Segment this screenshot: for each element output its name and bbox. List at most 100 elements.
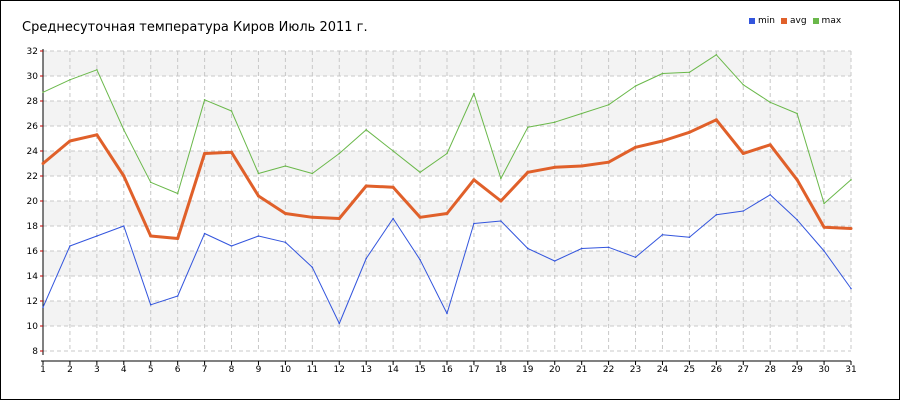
- x-tick-label: 17: [468, 365, 479, 375]
- x-tick-label: 9: [256, 365, 262, 375]
- data-point-min: [42, 306, 44, 309]
- data-point-min: [473, 222, 475, 225]
- data-point-avg: [256, 194, 260, 198]
- data-point-min: [823, 250, 825, 252]
- data-point-avg: [714, 118, 718, 122]
- data-point-max: [176, 192, 179, 195]
- data-point-min: [392, 217, 394, 220]
- data-point-max: [580, 112, 583, 115]
- data-point-avg: [95, 133, 99, 137]
- data-point-avg: [660, 139, 664, 143]
- data-point-min: [715, 213, 718, 216]
- x-tick-label: 28: [764, 365, 776, 375]
- data-point-avg: [149, 234, 153, 238]
- x-tick-label: 10: [280, 365, 292, 375]
- data-point-avg: [607, 160, 611, 164]
- x-tick-label: 27: [738, 365, 749, 375]
- x-tick-label: 30: [818, 365, 830, 375]
- y-tick-label: 16: [27, 247, 39, 257]
- data-point-avg: [526, 170, 530, 174]
- data-point-avg: [849, 227, 853, 230]
- y-tick-label: 14: [27, 272, 39, 282]
- data-point-max: [123, 128, 125, 131]
- x-tick-label: 7: [202, 365, 208, 375]
- data-point-min: [149, 303, 152, 306]
- data-point-min: [580, 247, 583, 250]
- data-point-max: [823, 202, 825, 205]
- data-point-avg: [445, 212, 449, 215]
- x-tick-label: 23: [630, 365, 641, 375]
- data-point-max: [715, 53, 718, 56]
- data-point-avg: [122, 174, 126, 178]
- y-tick-label: 10: [27, 322, 39, 332]
- data-point-min: [850, 287, 852, 290]
- data-point-min: [634, 256, 637, 259]
- data-point-avg: [230, 150, 234, 154]
- y-tick-label: 8: [32, 347, 38, 357]
- data-point-max: [661, 72, 664, 75]
- data-point-avg: [364, 184, 368, 188]
- data-point-min: [553, 260, 556, 262]
- data-point-max: [338, 152, 341, 155]
- data-point-avg: [634, 145, 638, 149]
- data-point-max: [796, 112, 798, 115]
- data-point-min: [769, 193, 771, 196]
- data-point-min: [419, 258, 421, 261]
- data-point-max: [284, 165, 287, 167]
- data-point-min: [607, 246, 610, 249]
- data-point-avg: [203, 152, 207, 155]
- x-tick-label: 24: [657, 365, 669, 375]
- chart-legend: min avg max: [749, 16, 841, 26]
- data-point-max: [688, 71, 691, 74]
- data-point-max: [769, 101, 771, 104]
- y-tick-label: 32: [27, 47, 38, 57]
- data-point-max: [96, 68, 98, 71]
- data-point-avg: [68, 139, 72, 143]
- data-point-avg: [472, 178, 476, 182]
- legend-swatch-avg: [780, 18, 787, 24]
- data-point-min: [338, 322, 341, 325]
- data-point-max: [446, 152, 448, 155]
- x-tick-label: 29: [791, 365, 803, 375]
- data-point-max: [365, 128, 368, 131]
- legend-label-max: max: [821, 16, 842, 26]
- data-point-min: [203, 232, 206, 235]
- data-point-max: [500, 177, 502, 180]
- data-point-min: [176, 295, 179, 297]
- x-tick-label: 4: [121, 365, 127, 375]
- data-point-min: [311, 266, 314, 269]
- y-tick-label: 24: [27, 147, 39, 157]
- data-point-max: [473, 92, 475, 95]
- data-point-max: [742, 83, 745, 86]
- x-tick-label: 12: [334, 365, 345, 375]
- data-point-avg: [283, 212, 287, 215]
- data-point-min: [257, 235, 260, 237]
- x-tick-label: 2: [67, 365, 73, 375]
- data-point-avg: [795, 178, 799, 182]
- data-point-min: [365, 257, 368, 260]
- x-tick-label: 1: [40, 365, 46, 375]
- y-tick-label: 26: [27, 122, 39, 132]
- data-point-min: [230, 245, 233, 247]
- data-point-min: [688, 236, 691, 239]
- x-tick-label: 5: [148, 365, 154, 375]
- data-point-min: [123, 225, 125, 227]
- data-point-avg: [391, 185, 395, 189]
- chart-title: Среднесуточная температура Киров Июль 20…: [22, 20, 368, 35]
- x-tick-label: 25: [684, 365, 695, 375]
- x-tick-label: 15: [414, 365, 425, 375]
- x-tick-label: 19: [522, 365, 534, 375]
- data-point-min: [96, 235, 98, 237]
- data-point-avg: [768, 143, 772, 147]
- data-point-min: [742, 210, 745, 212]
- data-point-max: [419, 171, 421, 174]
- x-tick-label: 6: [175, 365, 181, 375]
- data-point-max: [311, 172, 314, 175]
- x-tick-label: 22: [603, 365, 614, 375]
- data-point-min: [69, 245, 71, 247]
- data-point-min: [446, 312, 448, 315]
- x-tick-label: 8: [229, 365, 235, 375]
- x-tick-label: 20: [549, 365, 561, 375]
